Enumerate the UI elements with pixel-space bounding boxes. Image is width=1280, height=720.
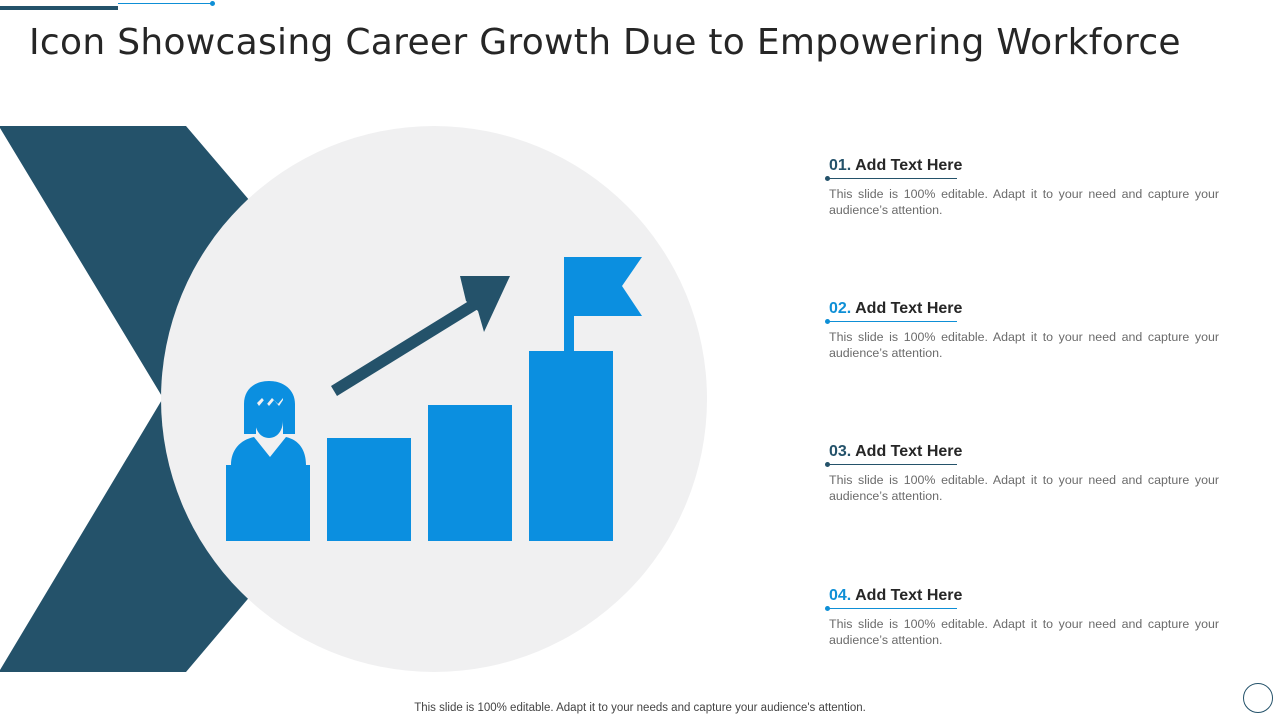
item-title: Add Text Here <box>855 157 963 174</box>
text-item-4: 04. Add Text Here This slide is 100% edi… <box>825 586 1219 648</box>
underline-dot <box>825 176 830 181</box>
item-underline <box>825 462 957 467</box>
item-number: 01. <box>829 157 852 174</box>
item-heading: 01. Add Text Here <box>829 156 1219 176</box>
item-body: This slide is 100% editable. Adapt it to… <box>829 187 1219 217</box>
item-underline <box>825 319 957 324</box>
item-body: This slide is 100% editable. Adapt it to… <box>829 617 1219 647</box>
growth-bar-3 <box>529 351 613 541</box>
career-growth-graphic <box>0 126 707 672</box>
top-accent-dot <box>210 1 215 6</box>
growth-bar-2 <box>428 405 512 541</box>
text-item-1: 01. Add Text Here This slide is 100% edi… <box>825 156 1219 218</box>
text-item-2: 02. Add Text Here This slide is 100% edi… <box>825 299 1219 361</box>
text-item-3: 03. Add Text Here This slide is 100% edi… <box>825 442 1219 504</box>
item-title: Add Text Here <box>855 443 963 460</box>
item-heading: 02. Add Text Here <box>829 299 1219 319</box>
item-heading: 04. Add Text Here <box>829 586 1219 606</box>
growth-bar-1 <box>327 438 411 541</box>
item-underline <box>825 176 957 181</box>
footer-note: This slide is 100% editable. Adapt it to… <box>414 702 866 714</box>
item-number: 04. <box>829 587 852 604</box>
item-number: 03. <box>829 443 852 460</box>
flag-icon <box>564 257 642 354</box>
top-accent-bar <box>0 6 118 10</box>
top-accent-line <box>118 3 213 4</box>
item-body: This slide is 100% editable. Adapt it to… <box>829 473 1219 503</box>
item-title: Add Text Here <box>855 300 963 317</box>
page-title: Icon Showcasing Career Growth Due to Emp… <box>29 22 1181 63</box>
underline-dot <box>825 462 830 467</box>
item-underline <box>825 606 957 611</box>
person-icon <box>226 381 310 541</box>
item-heading: 03. Add Text Here <box>829 442 1219 462</box>
corner-circle-icon <box>1243 683 1273 713</box>
background-circle <box>161 126 707 672</box>
growth-arrow-icon <box>331 276 510 396</box>
item-body: This slide is 100% editable. Adapt it to… <box>829 330 1219 360</box>
bar-chart-icon <box>327 351 613 541</box>
underline-dot <box>825 319 830 324</box>
item-number: 02. <box>829 300 852 317</box>
underline-dot <box>825 606 830 611</box>
item-title: Add Text Here <box>855 587 963 604</box>
